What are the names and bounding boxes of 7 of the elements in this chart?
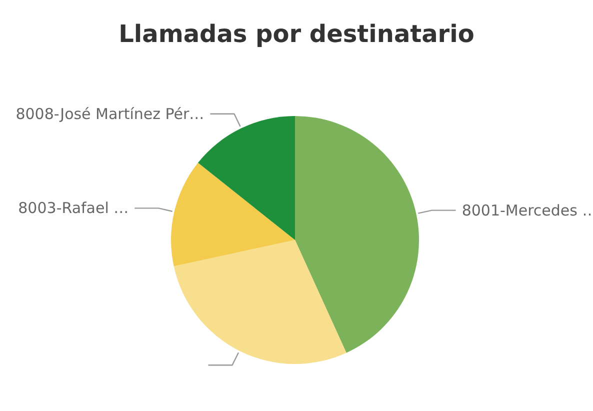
pie-slice — [174, 240, 346, 364]
slice-label: 8001-Mercedes … — [462, 201, 593, 220]
slice-label: 8003-Rafael … — [18, 199, 129, 218]
pie-slice — [295, 116, 419, 353]
pie-slice — [171, 162, 295, 266]
chart-title: Llamadas por destinatario — [118, 20, 476, 48]
slice-label: 8008-José Martínez Pér… — [16, 104, 204, 123]
